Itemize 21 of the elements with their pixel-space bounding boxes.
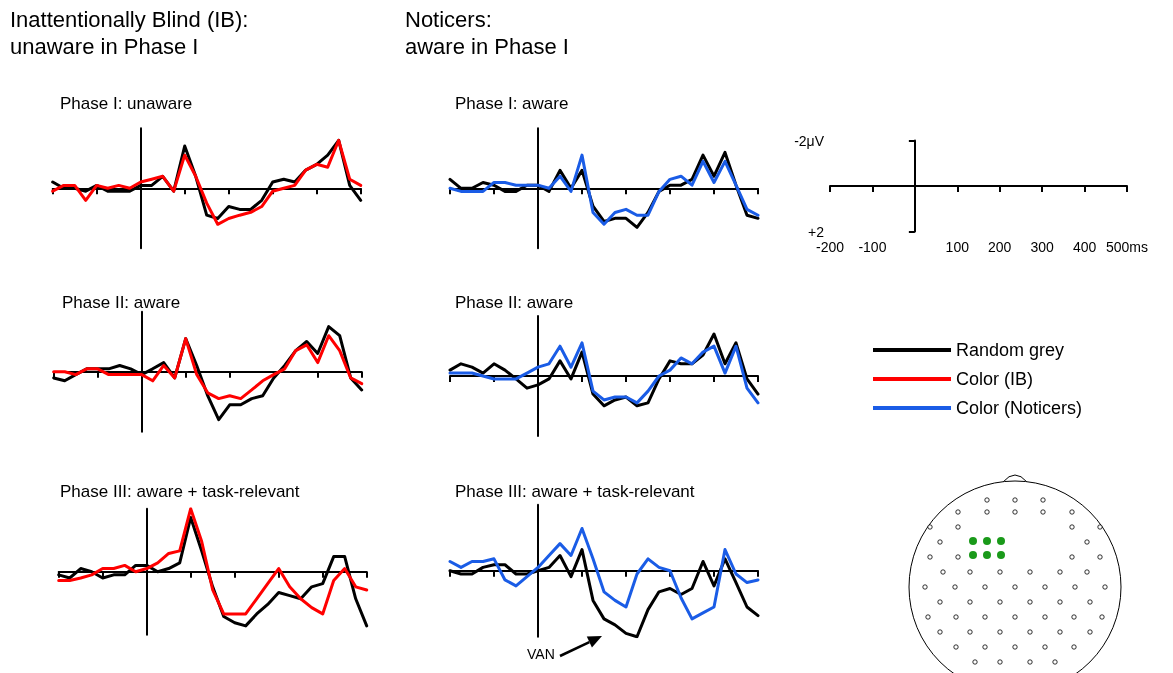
x-tick-label: 500ms <box>1105 238 1149 255</box>
chart-title: Phase I: unaware <box>60 94 193 113</box>
chart-title: Phase II: aware <box>455 293 574 312</box>
x-tick-label: -100 <box>858 238 887 255</box>
chart-title: Phase III: aware + task-relevant <box>455 482 695 501</box>
y-tick-label: -2μV <box>794 132 825 149</box>
x-tick-label: 200 <box>988 238 1012 255</box>
y-tick-label: +2 <box>808 223 825 240</box>
x-tick-label: -200 <box>815 238 845 255</box>
legend-label: Color (IB) <box>956 369 1034 389</box>
text: VAN <box>527 646 555 662</box>
text: Inattentionally Blind (IB): unaware in Phase I <box>10 7 249 59</box>
x-tick-label: 300 <box>1030 238 1055 255</box>
x-tick-label: 100 <box>945 238 970 255</box>
chart-title: Phase I: aware <box>455 94 569 113</box>
legend-label: Random grey <box>956 340 1065 360</box>
chart-title: Phase II: aware <box>62 293 181 312</box>
x-tick-label: 400 <box>1072 238 1097 255</box>
legend-label: Color (Noticers) <box>956 398 1083 418</box>
text: Noticers: aware in Phase I <box>405 7 569 59</box>
chart-title: Phase III: aware + task-relevant <box>60 482 300 501</box>
